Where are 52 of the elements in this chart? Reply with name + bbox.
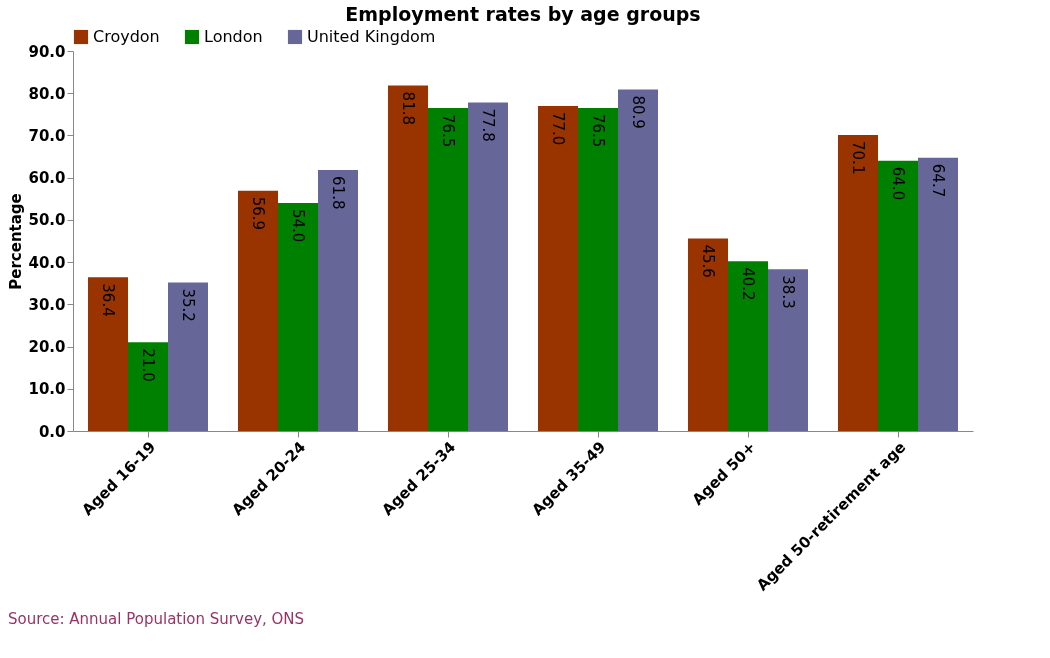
y-tick-label: 40.0 [28, 253, 66, 272]
bar [468, 102, 508, 431]
bar [538, 105, 578, 431]
bar [388, 85, 428, 431]
data-label: 77.8 [479, 108, 497, 142]
data-label: 77.0 [549, 111, 567, 146]
bar [878, 160, 918, 431]
bar [278, 203, 318, 431]
bar [618, 89, 658, 431]
y-tick-label: 60.0 [28, 169, 66, 188]
data-label: 64.7 [929, 163, 947, 198]
y-tick-label: 50.0 [28, 211, 66, 230]
bar [238, 190, 278, 431]
legend-label: United Kingdom [307, 27, 436, 46]
bar [768, 269, 808, 431]
data-label: 70.1 [849, 141, 867, 175]
y-tick-label: 0.0 [38, 422, 66, 441]
y-tick-label: 30.0 [28, 295, 66, 314]
bar [918, 157, 958, 431]
data-label: 61.8 [329, 176, 347, 210]
bar [728, 261, 768, 431]
data-label: 45.6 [699, 244, 717, 278]
data-label: 81.8 [399, 91, 417, 126]
chart-title: Employment rates by age groups [345, 3, 701, 25]
y-tick-label: 20.0 [28, 338, 66, 357]
y-tick-label: 90.0 [28, 42, 66, 61]
data-label: 54.0 [289, 209, 307, 243]
data-label: 21.0 [139, 348, 157, 382]
data-label: 76.5 [589, 114, 607, 148]
data-label: 35.2 [179, 288, 197, 322]
bar [428, 108, 468, 431]
y-tick-label: 10.0 [28, 380, 66, 399]
bar [168, 282, 208, 431]
bar [128, 342, 168, 431]
y-tick-label: 70.0 [28, 126, 66, 145]
legend-label: Croydon [93, 27, 160, 46]
data-label: 64.0 [889, 166, 907, 201]
source-note: Source: Annual Population Survey, ONS [8, 610, 306, 628]
bar [838, 135, 878, 431]
data-label: 76.5 [439, 114, 457, 148]
data-label: 80.9 [629, 95, 647, 129]
data-label: 40.2 [739, 267, 757, 301]
bar [318, 170, 358, 431]
legend-label: London [204, 27, 263, 46]
y-axis-title: Percentage [7, 193, 26, 290]
y-tick-label: 80.0 [28, 84, 66, 103]
bar [688, 238, 728, 431]
bar [88, 277, 128, 431]
data-label: 56.9 [249, 196, 267, 231]
data-label: 38.3 [779, 275, 797, 309]
bar [578, 108, 618, 431]
data-label: 36.4 [99, 283, 117, 317]
